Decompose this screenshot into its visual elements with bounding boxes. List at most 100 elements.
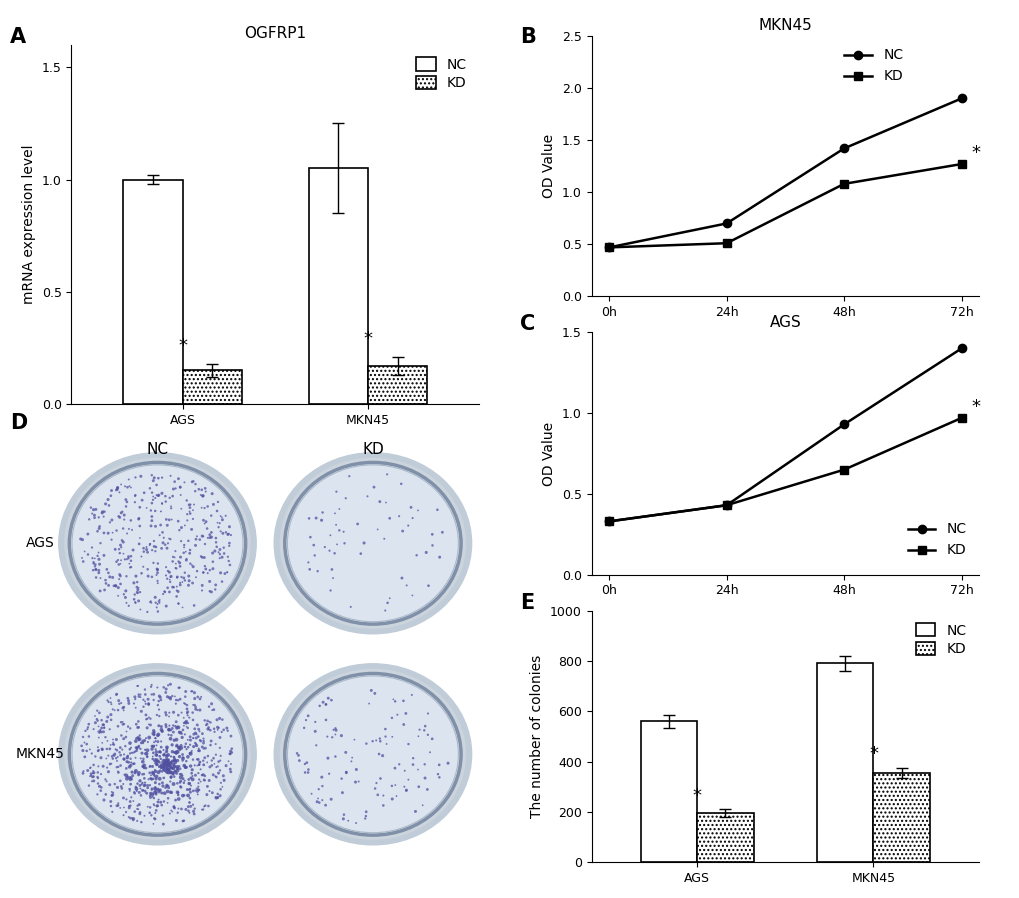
Point: [152, 749, 168, 763]
Point: [155, 808, 171, 823]
Point: [366, 686, 382, 700]
Point: [176, 773, 193, 788]
Point: [95, 759, 111, 773]
Point: [158, 759, 174, 773]
Point: [149, 563, 165, 577]
Point: [139, 604, 155, 619]
Text: MKN45: MKN45: [15, 747, 64, 762]
Point: [156, 760, 172, 774]
Point: [143, 771, 159, 786]
Point: [176, 538, 193, 552]
Point: [109, 482, 125, 497]
Point: [210, 790, 226, 805]
Point: [91, 726, 107, 740]
Point: [182, 557, 199, 571]
Point: [88, 716, 104, 730]
Point: [89, 788, 105, 802]
Point: [96, 505, 112, 519]
Point: [191, 722, 207, 736]
Point: [90, 740, 106, 754]
Point: [131, 531, 148, 545]
Point: [408, 548, 424, 562]
Point: [191, 766, 207, 780]
Point: [156, 786, 172, 800]
Title: MKN45: MKN45: [758, 18, 811, 33]
Text: *: *: [970, 144, 979, 162]
KD: [719, 238, 732, 249]
Point: [169, 739, 185, 753]
Point: [120, 810, 137, 824]
Point: [112, 577, 128, 591]
Point: [156, 760, 172, 774]
Point: [385, 692, 401, 707]
Point: [164, 689, 180, 703]
Legend: NC, KD: NC, KD: [838, 43, 908, 89]
Point: [223, 745, 239, 760]
Point: [86, 770, 102, 784]
Point: [393, 571, 410, 585]
Point: [158, 512, 174, 526]
Point: [157, 780, 173, 795]
Point: [135, 759, 151, 773]
Point: [135, 754, 151, 769]
Point: [204, 758, 220, 772]
Point: [162, 691, 178, 705]
Point: [323, 792, 339, 806]
Point: [176, 788, 193, 803]
Point: [127, 763, 144, 778]
Point: [141, 698, 157, 712]
Point: [91, 719, 107, 734]
Point: [110, 580, 126, 594]
Point: [132, 752, 149, 766]
Point: [173, 741, 190, 755]
Point: [167, 557, 183, 571]
Point: [126, 765, 143, 779]
Point: [105, 786, 121, 800]
Point: [381, 591, 397, 605]
Point: [168, 721, 184, 735]
Point: [148, 568, 164, 582]
Point: [223, 742, 239, 756]
Point: [131, 728, 148, 743]
Point: [203, 734, 219, 748]
Point: [184, 503, 201, 517]
Point: [128, 580, 145, 594]
Point: [158, 757, 174, 771]
Point: [141, 718, 157, 732]
Point: [174, 730, 191, 744]
Point: [132, 603, 149, 617]
Point: [151, 593, 167, 607]
Point: [314, 779, 330, 793]
Point: [116, 552, 132, 567]
Point: [197, 481, 213, 496]
Point: [79, 763, 96, 778]
Point: [166, 801, 182, 815]
Point: [158, 719, 174, 734]
Point: [122, 549, 139, 563]
Point: [190, 753, 206, 767]
Bar: [640, 721, 697, 862]
Point: [212, 547, 228, 561]
Point: [103, 483, 119, 497]
Point: [345, 733, 362, 747]
Point: [142, 595, 158, 610]
Point: [113, 728, 129, 743]
Point: [288, 746, 305, 761]
Point: [208, 531, 224, 545]
Point: [160, 757, 176, 771]
Point: [214, 575, 230, 589]
Point: [178, 698, 195, 712]
Point: [197, 713, 213, 727]
Point: [383, 710, 399, 725]
Point: [151, 755, 167, 770]
Point: [181, 806, 198, 820]
Point: [169, 762, 185, 776]
Point: [136, 700, 152, 714]
Point: [146, 724, 162, 738]
Point: [131, 500, 148, 515]
Circle shape: [274, 453, 471, 634]
Point: [110, 693, 126, 708]
Point: [199, 755, 215, 770]
Point: [92, 557, 108, 571]
Point: [155, 779, 171, 793]
